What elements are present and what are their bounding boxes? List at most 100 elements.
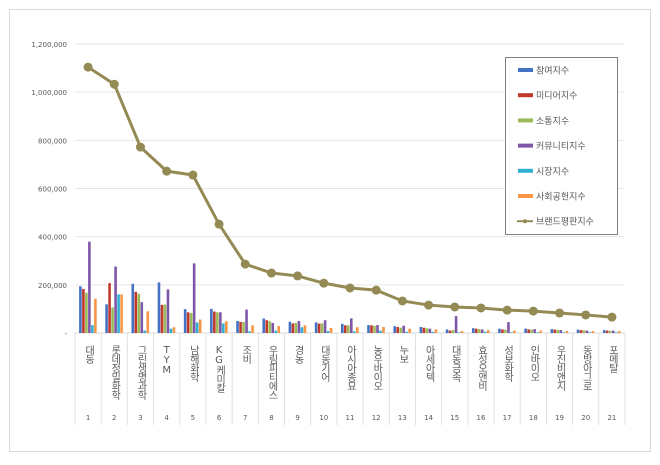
bar-미디어지수 — [108, 283, 111, 333]
category-label: 효성오앤비 — [475, 345, 487, 392]
bar-소통지수 — [425, 328, 429, 333]
category-rank: 18 — [529, 414, 538, 422]
bar-소통지수 — [477, 329, 481, 333]
bar-사회공헌지수 — [172, 327, 176, 333]
bar-참여지수 — [236, 320, 239, 333]
x-axis-categories: 대동 1 롯데정밀화학 2 그린생명과학 3 TYM 4 남해화학 5 KG케미칼 6 조비 7 우림피티에… — [74, 333, 626, 425]
bar-커뮤니티지수 — [219, 312, 222, 333]
category-rank: 12 — [372, 414, 381, 422]
bar-커뮤니티지수 — [114, 266, 117, 333]
bar-참여지수 — [576, 329, 580, 333]
bar-미디어지수 — [265, 320, 269, 333]
bar-소통지수 — [608, 330, 612, 333]
bar-사회공헌지수 — [146, 311, 150, 333]
bar-소통지수 — [399, 327, 402, 333]
y-tick-label: 600,000 — [38, 186, 67, 194]
bar-커뮤니티지수 — [166, 289, 170, 333]
category-rank: 13 — [398, 414, 407, 422]
category-rank: 11 — [346, 414, 355, 422]
category-rank: 4 — [164, 414, 169, 422]
legend-swatch — [518, 118, 533, 123]
bar-커뮤니티지수 — [507, 322, 510, 333]
bar-사회공헌지수 — [356, 327, 359, 333]
bar-미디어지수 — [422, 327, 426, 333]
line-point — [266, 268, 276, 278]
bar-미디어지수 — [605, 330, 609, 333]
line-point — [450, 302, 460, 312]
legend-swatch — [518, 68, 533, 72]
bar-시장지수 — [222, 323, 225, 333]
bar-미디어지수 — [396, 326, 399, 333]
bar-참여지수 — [131, 283, 135, 333]
y-tick-label: 1,200,000 — [31, 41, 67, 49]
bar-참여지수 — [498, 328, 501, 333]
bar-커뮤니티지수 — [480, 329, 484, 333]
bar-미디어지수 — [160, 304, 164, 333]
line-point — [397, 296, 407, 306]
bar-시장지수 — [300, 327, 304, 333]
category-rank: 2 — [112, 414, 116, 422]
legend-swatch — [518, 168, 533, 173]
line-point — [293, 271, 303, 281]
bar-시장지수 — [614, 332, 618, 333]
bar-사회공헌지수 — [565, 331, 569, 333]
line-point — [424, 300, 434, 310]
legend-label: 미디어지수 — [536, 91, 577, 102]
bar-소통지수 — [111, 307, 114, 333]
line-point — [162, 166, 172, 176]
line-point — [319, 278, 329, 288]
bar-소통지수 — [451, 330, 455, 333]
category-rank: 7 — [243, 414, 247, 422]
category-label: 농우바이오 — [371, 345, 383, 390]
bar-사회공헌지수 — [329, 327, 333, 333]
bar-미디어지수 — [213, 311, 216, 333]
bar-참여지수 — [471, 328, 475, 333]
bar-커뮤니티지수 — [585, 330, 589, 333]
bar-시장지수 — [117, 294, 120, 333]
bar-커뮤니티지수 — [533, 329, 536, 333]
bar-소통지수 — [242, 321, 245, 333]
category-label: 누보 — [397, 345, 409, 363]
bar-사회공헌지수 — [539, 330, 542, 333]
bar-시장지수 — [483, 331, 487, 333]
bar-사회공헌지수 — [120, 294, 123, 333]
y-tick-label: 400,000 — [38, 234, 67, 242]
bar-소통지수 — [373, 325, 376, 333]
bar-시장지수 — [195, 322, 199, 333]
bar-커뮤니티지수 — [323, 320, 327, 333]
category-label: 성보화학 — [502, 345, 514, 383]
category-rank: 19 — [555, 414, 564, 422]
bar-시장지수 — [510, 332, 513, 333]
category-rank: 8 — [269, 414, 273, 422]
bar-참여지수 — [314, 322, 318, 333]
bar-커뮤니티지수 — [454, 316, 458, 333]
legend-label: 시장지수 — [536, 166, 569, 177]
bar-사회공헌지수 — [94, 298, 97, 333]
bar-참여지수 — [105, 304, 108, 333]
legend-swatch — [518, 143, 533, 148]
legend-marker — [523, 219, 527, 224]
bar-참여지수 — [183, 309, 187, 333]
bar-커뮤니티지수 — [402, 325, 405, 333]
category-label: 동방아그로 — [580, 345, 592, 390]
bar-커뮤니티지수 — [376, 325, 379, 333]
bar-소통지수 — [582, 330, 586, 333]
bar-시장지수 — [143, 330, 147, 333]
category-label: 대동기어 — [318, 345, 330, 383]
category-rank: 16 — [476, 414, 485, 422]
bar-소통지수 — [85, 292, 88, 333]
bar-참여지수 — [210, 308, 213, 333]
bar-미디어지수 — [291, 323, 295, 333]
bar-미디어지수 — [134, 291, 138, 333]
bar-소통지수 — [320, 323, 324, 333]
bar-참여지수 — [393, 326, 396, 333]
category-label: 아세아텍 — [423, 345, 435, 383]
bar-소통지수 — [163, 304, 167, 333]
bar-미디어지수 — [82, 288, 85, 333]
bar-커뮤니티지수 — [297, 320, 301, 333]
bar-소통지수 — [137, 293, 141, 333]
legend-swatch — [518, 93, 533, 98]
bar-참여지수 — [157, 282, 161, 333]
bar-시장지수 — [457, 332, 461, 333]
